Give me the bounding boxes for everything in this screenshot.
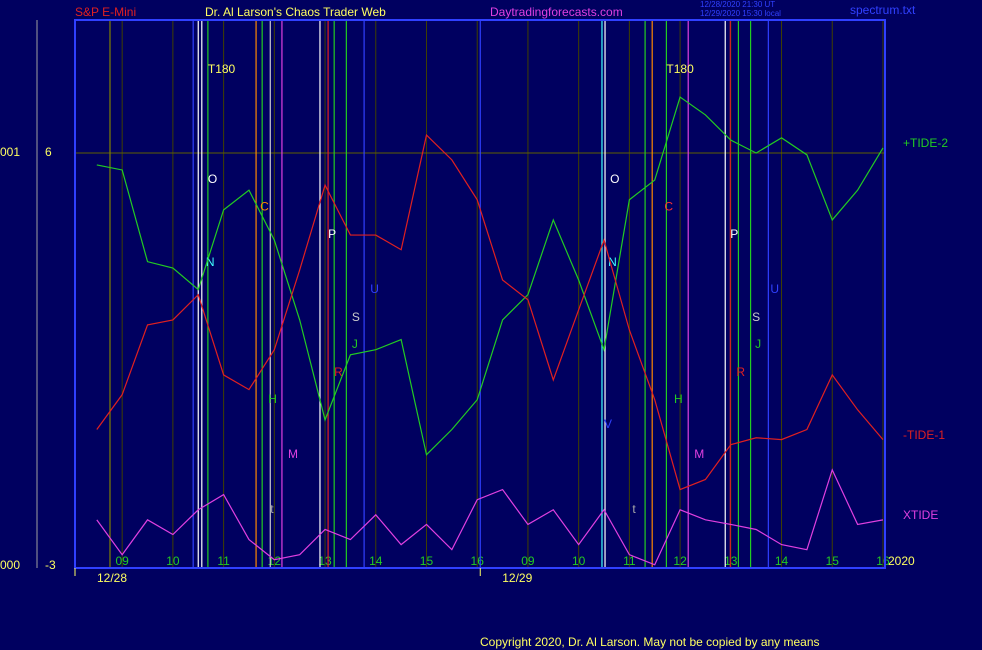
x-tick-label: 09 — [115, 554, 129, 568]
x-tick-label: 09 — [521, 554, 535, 568]
event-letter: P — [328, 227, 336, 241]
event-letter: M — [694, 447, 704, 461]
series-label: -TIDE-1 — [903, 428, 945, 442]
event-letter: H — [674, 392, 683, 406]
header-site: Daytradingforecasts.com — [490, 5, 623, 19]
x-tick-label: 11 — [623, 554, 636, 568]
event-letter: M — [288, 447, 298, 461]
series-line — [96, 133, 884, 491]
series-line — [96, 96, 884, 456]
event-letter: O — [208, 172, 217, 186]
y-tick-label: 6 — [45, 145, 52, 159]
x-tick-label: 10 — [166, 554, 180, 568]
event-letter: t — [632, 502, 636, 516]
header-left: S&P E-Mini — [75, 5, 136, 19]
event-letter: P — [730, 227, 738, 241]
date-label: 12/29 — [502, 571, 532, 585]
event-letter: N — [206, 255, 215, 269]
x-tick-label: 15 — [420, 554, 434, 568]
x-tick-label: 16 — [876, 554, 890, 568]
event-letter: t — [270, 502, 274, 516]
header-stamp: 12/29/2020 15:30 local — [700, 9, 781, 18]
footer: Copyright 2020, Dr. Al Larson. May not b… — [480, 635, 820, 649]
event-letter: T180 — [666, 62, 694, 76]
event-letter: S — [352, 310, 360, 324]
left-label: 001 — [0, 145, 20, 159]
event-letter: R — [334, 365, 343, 379]
event-letter: T180 — [208, 62, 236, 76]
event-letter: S — [752, 310, 760, 324]
event-letter: R — [736, 365, 745, 379]
event-letter: V — [604, 417, 612, 431]
event-letter: N — [608, 255, 617, 269]
year-label: 2020 — [888, 554, 915, 568]
y-tick-label: -3 — [45, 558, 56, 572]
x-tick-label: 11 — [217, 554, 230, 568]
event-letter: J — [352, 337, 358, 351]
x-tick-label: 10 — [572, 554, 586, 568]
event-letter: U — [770, 282, 779, 296]
header-title: Dr. Al Larson's Chaos Trader Web — [205, 5, 386, 19]
x-tick-label: 13 — [724, 554, 738, 568]
x-tick-label: 15 — [826, 554, 840, 568]
x-tick-label: 12 — [673, 554, 687, 568]
header-file: spectrum.txt — [850, 3, 916, 17]
x-tick-label: 16 — [471, 554, 485, 568]
event-letter: C — [664, 199, 673, 213]
event-letter: O — [610, 172, 619, 186]
event-letter: U — [370, 282, 379, 296]
event-letter: C — [260, 199, 269, 213]
x-tick-label: 14 — [775, 554, 789, 568]
date-label: 12/28 — [97, 571, 127, 585]
left-label: 000 — [0, 558, 20, 572]
series-label: +TIDE-2 — [903, 136, 948, 150]
x-tick-label: 14 — [369, 554, 383, 568]
header-stamp: 12/28/2020 21:30 UT — [700, 0, 775, 9]
series-line — [96, 468, 884, 566]
event-letter: H — [268, 392, 277, 406]
event-letter: J — [755, 337, 761, 351]
series-label: XTIDE — [903, 508, 938, 522]
